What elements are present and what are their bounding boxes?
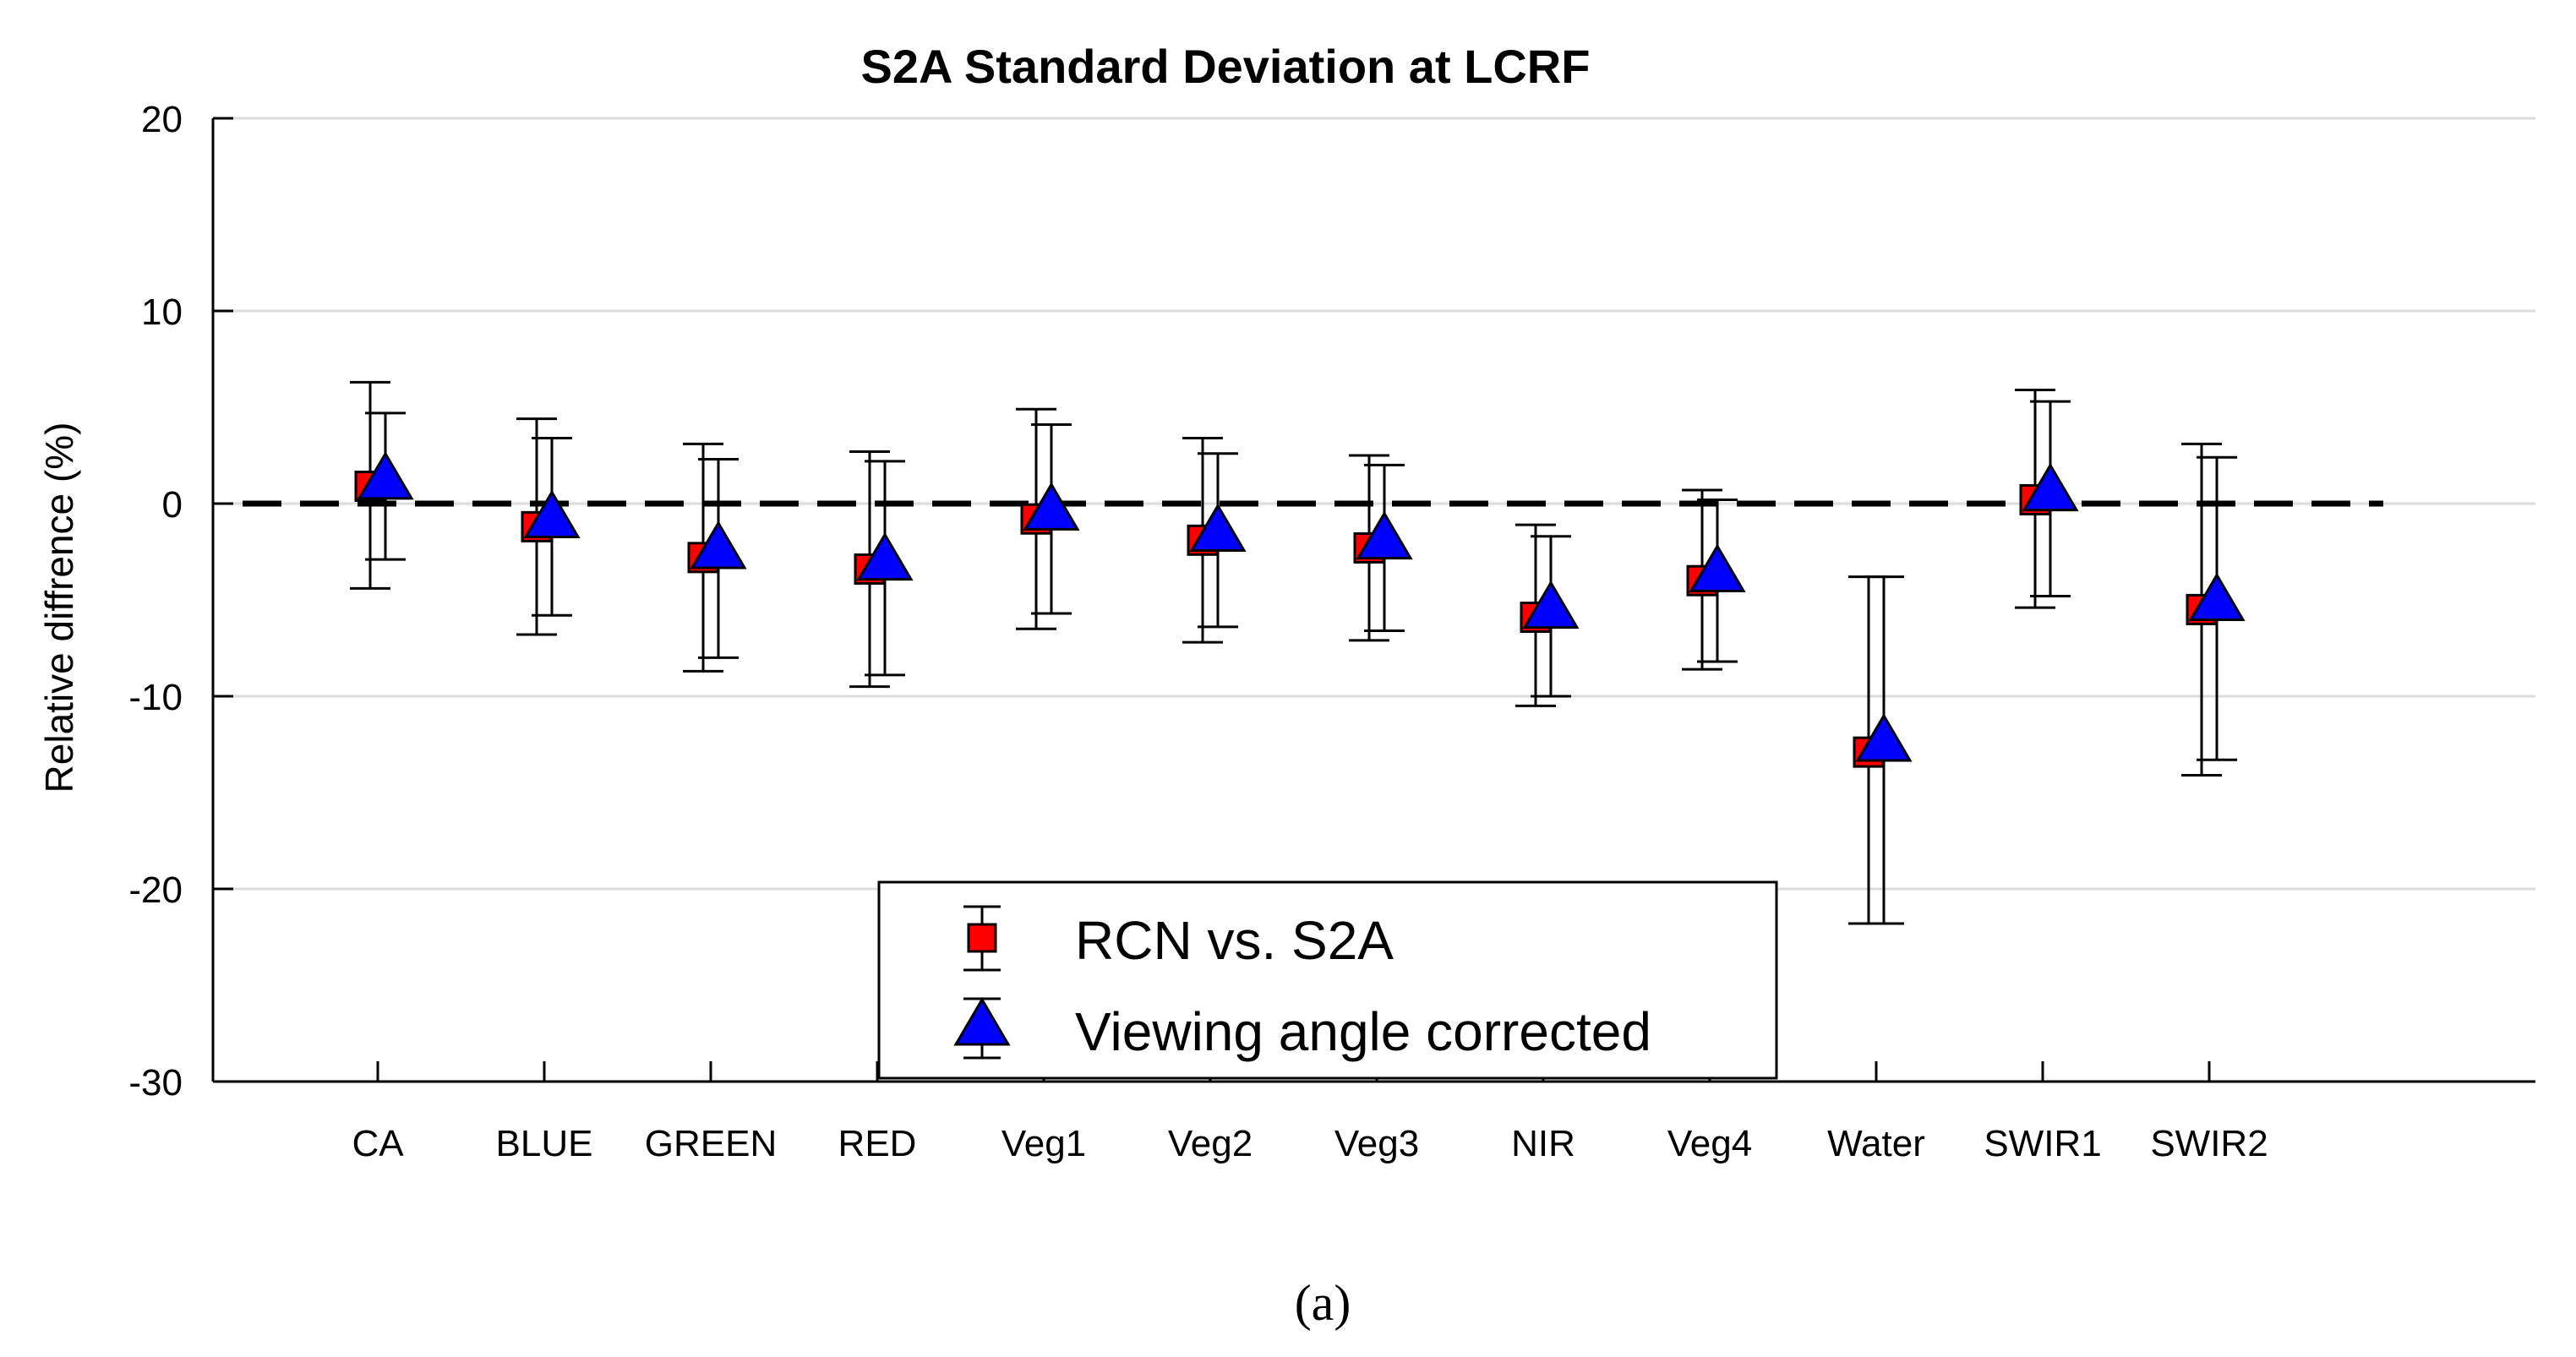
legend-item-rcn: RCN vs. S2A	[963, 905, 1394, 972]
x-tick-label: Veg2	[1168, 1123, 1253, 1164]
legend-triangle-marker	[953, 997, 1011, 1046]
x-tick-label: Veg4	[1667, 1123, 1752, 1164]
legend-label-vac: Viewing angle corrected	[1075, 1001, 1651, 1062]
triangle-marker	[856, 531, 914, 581]
y-tick-label: 0	[162, 484, 183, 526]
x-tick-label: Water	[1827, 1123, 1925, 1164]
y-tick-label: -30	[128, 1062, 183, 1104]
triangle-marker	[1023, 482, 1080, 531]
x-tick-label: GREEN	[645, 1123, 777, 1164]
triangle-marker	[1855, 713, 1913, 762]
triangle-marker	[357, 450, 414, 500]
triangle-marker	[2022, 462, 2079, 512]
x-tick-label: RED	[838, 1123, 917, 1164]
x-tick-label: BLUE	[496, 1123, 593, 1164]
data-series	[350, 380, 2246, 925]
legend-square-marker	[967, 923, 997, 953]
triangle-marker	[523, 489, 581, 539]
triangle-marker	[1522, 580, 1580, 629]
x-tick-label: Veg3	[1334, 1123, 1419, 1164]
x-tick-label: SWIR2	[2150, 1123, 2268, 1164]
triangle-marker	[2188, 572, 2246, 622]
triangle-marker	[1689, 543, 1746, 592]
x-tick-label: NIR	[1511, 1123, 1575, 1164]
y-axis-label: Relative diffrence (%)	[37, 422, 81, 793]
chart-title: S2A Standard Deviation at LCRF	[861, 40, 1591, 93]
triangle-marker	[1356, 510, 1413, 560]
x-tick-labels: CA BLUE GREEN RED Veg1 Veg2 Veg3 NIR Veg4 Water SW…	[352, 1123, 2268, 1164]
legend: RCN vs. S2A Viewing angle corrected	[877, 880, 1778, 1080]
axes	[211, 117, 2535, 1083]
legend-box	[877, 880, 1778, 1080]
y-tick-label: 20	[141, 99, 183, 140]
y-tick-labels: 20 10 0 -10 -20 -30	[128, 99, 183, 1104]
triangle-marker	[1189, 503, 1247, 552]
legend-item-vac: Viewing angle corrected	[953, 997, 1651, 1062]
legend-label-rcn: RCN vs. S2A	[1075, 910, 1394, 971]
x-tick-label: CA	[352, 1123, 404, 1164]
x-tick-label: SWIR1	[1984, 1123, 2101, 1164]
y-tick-label: 10	[141, 292, 183, 333]
figure-caption: (a)	[1295, 1275, 1351, 1331]
x-tick-label: Veg1	[1001, 1123, 1086, 1164]
y-tick-label: -10	[128, 677, 183, 718]
y-tick-label: -20	[128, 869, 183, 911]
triangle-marker	[690, 520, 747, 570]
